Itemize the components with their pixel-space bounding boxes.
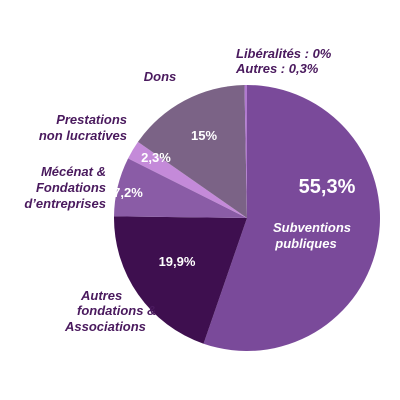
category-label-mecenat-1: Mécénat &	[41, 164, 106, 179]
category-label-autres-fondations-1: Autres	[80, 288, 122, 303]
value-label-prestations: 2,3%	[141, 150, 171, 165]
category-label-mecenat-2: Fondations	[36, 180, 106, 195]
pie-slice-mecenat	[114, 158, 247, 218]
category-label-dons: Dons	[144, 69, 177, 84]
category-label-prestations-1: Prestations	[56, 112, 127, 127]
category-label-autres-fondations-3: Associations	[64, 319, 146, 334]
category-label-liberalites: Libéralités : 0%	[236, 46, 332, 61]
value-label-mecenat: 7,2%	[113, 185, 143, 200]
category-label-autres-fondations-2: fondations &	[77, 303, 156, 318]
value-label-subventions: 55,3%	[299, 176, 356, 198]
pie-slice-subventions	[203, 85, 380, 351]
category-label-prestations-2: non lucratives	[39, 128, 127, 143]
value-label-dons: 15%	[191, 128, 217, 143]
pie-slice-prestations	[128, 141, 247, 218]
category-label-autres: Autres : 0,3%	[235, 61, 319, 76]
category-label-mecenat-3: d’entreprises	[24, 196, 106, 211]
category-label-subventions-1: Subventions	[273, 220, 351, 235]
slices-layer	[114, 85, 380, 351]
labels-layer: 55,3% 19,9% 7,2% 2,3% 15% Subventions pu…	[24, 46, 355, 334]
value-label-autres-fondations: 19,9%	[159, 254, 196, 269]
pie-slice-autres-fondations	[114, 216, 247, 344]
pie-slice-dons	[137, 85, 247, 219]
category-label-subventions-2: publiques	[274, 236, 336, 251]
pie-slice-autres	[244, 85, 247, 218]
